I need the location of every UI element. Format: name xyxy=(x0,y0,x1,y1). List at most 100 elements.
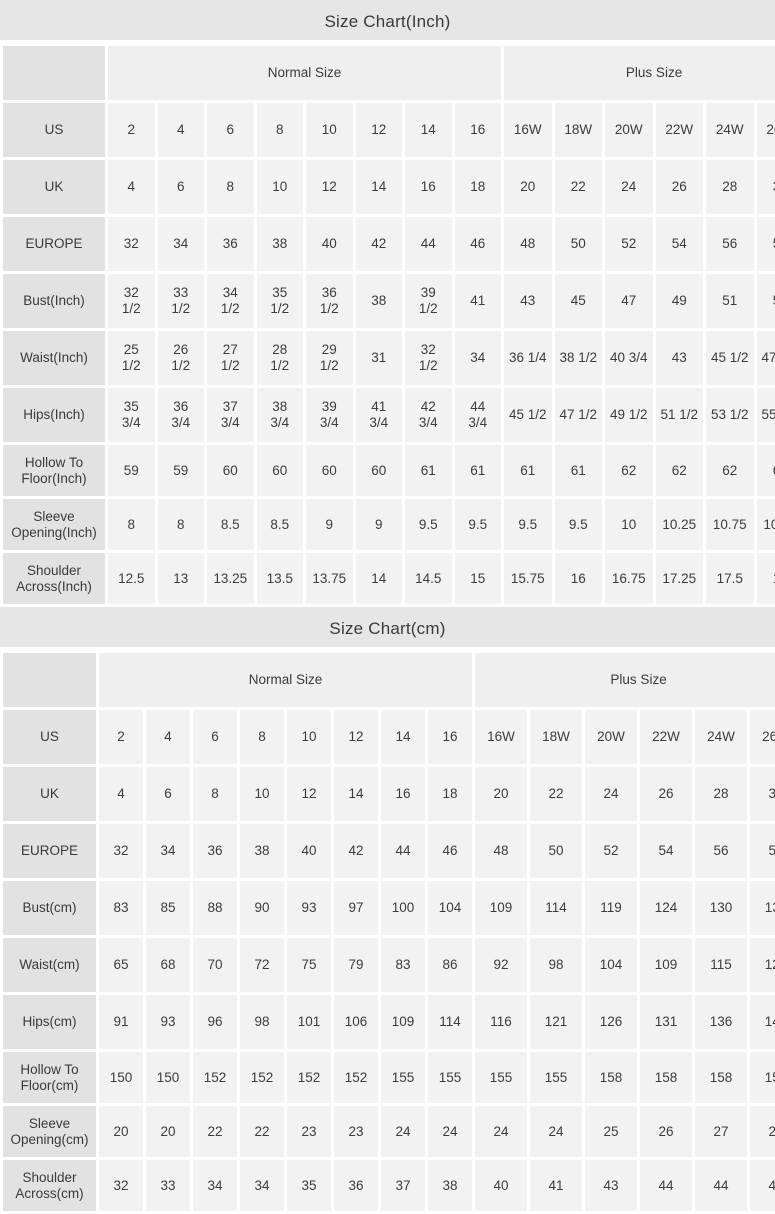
cell: 13.5 xyxy=(256,553,303,604)
table-row: Hollow To Floor(Inch) 59 59 60 60 60 60 61 61 61 61… xyxy=(3,445,775,496)
cell: 88 xyxy=(193,881,237,935)
cell: 34 xyxy=(193,1160,237,1211)
cell: 17.25 xyxy=(655,553,704,604)
cell: 38 xyxy=(240,824,284,878)
cell: 70 xyxy=(193,938,237,992)
cell: 106 xyxy=(334,995,378,1049)
cell: 60 xyxy=(207,445,254,496)
cell: 93 xyxy=(146,995,190,1049)
table-row: EUROPE3234363840424446485052545658 xyxy=(3,217,775,271)
cell: 124 xyxy=(640,881,693,935)
cell: 52 xyxy=(585,824,638,878)
cell: 2 xyxy=(99,710,143,764)
cell: 14 xyxy=(381,710,425,764)
cell: 109 xyxy=(381,995,425,1049)
cell: 39 3/4 xyxy=(306,388,353,442)
cell: 22 xyxy=(554,160,603,214)
cell: 16 xyxy=(428,710,473,764)
cell: 32 1/2 xyxy=(405,331,452,385)
group-header-row-cm: Normal Size Plus Size xyxy=(3,653,775,707)
cell: 121 xyxy=(530,995,583,1049)
cell: 10 xyxy=(256,160,303,214)
cell: 17.5 xyxy=(706,553,754,604)
cell: 61 xyxy=(504,445,552,496)
cell: 60 xyxy=(256,445,303,496)
cell: 35 3/4 xyxy=(108,388,155,442)
cell: 92 xyxy=(475,938,528,992)
cell: 8 xyxy=(256,103,303,157)
row-label-hips-cm: Hips(cm) xyxy=(3,995,96,1049)
cell: 27 xyxy=(750,1106,775,1157)
cell: 75 xyxy=(287,938,331,992)
cell: 26 1/2 xyxy=(157,331,204,385)
cell: 47 1/2 xyxy=(554,388,603,442)
cell: 4 xyxy=(157,103,204,157)
cell: 28 xyxy=(695,767,748,821)
cell: 52 xyxy=(605,217,653,271)
size-table-inch: Normal Size Plus Size US 2 4 6 8 10 12 14 16 16W 1… xyxy=(0,43,775,607)
cell: 13.25 xyxy=(207,553,254,604)
cell: 29 1/2 xyxy=(306,331,353,385)
cell: 158 xyxy=(695,1052,748,1103)
cell: 46 xyxy=(750,1160,775,1211)
cell: 14.5 xyxy=(405,553,452,604)
chart-title-inch: Size Chart(Inch) xyxy=(0,0,775,43)
cell: 9.5 xyxy=(405,499,452,550)
cell: 121 xyxy=(750,938,775,992)
table-row: US24681012141616W18W20W22W24W26W xyxy=(3,710,775,764)
cell: 24 xyxy=(585,767,638,821)
cell: 62 xyxy=(756,445,775,496)
cell: 2 xyxy=(108,103,155,157)
cell: 109 xyxy=(640,938,693,992)
cell: 6 xyxy=(193,710,237,764)
cell: 38 xyxy=(256,217,303,271)
size-chart-cm: Size Chart(cm) Normal Size Plus Size US 2… xyxy=(0,607,775,1214)
cell: 150 xyxy=(146,1052,190,1103)
row-label-shoulder-across-inch: Shoulder Across(Inch) xyxy=(3,553,105,604)
cell: 33 1/2 xyxy=(157,274,204,328)
cell: 42 3/4 xyxy=(405,388,452,442)
row-label-uk: UK xyxy=(3,160,105,214)
cell: 16 xyxy=(554,553,603,604)
group-header-normal-size-inch: Normal Size xyxy=(108,46,502,100)
cell: 100 xyxy=(381,881,425,935)
cell: 101 xyxy=(287,995,331,1049)
table-body-inch: Normal Size Plus Size US 2 4 6 8 10 12 14 16 16W 1… xyxy=(3,46,775,604)
cell: 130 xyxy=(695,881,748,935)
row-label-hips-inch: Hips(Inch) xyxy=(3,388,105,442)
cell: 104 xyxy=(585,938,638,992)
cell: 62 xyxy=(655,445,704,496)
cell: 38 1/2 xyxy=(554,331,603,385)
cell: 32 xyxy=(99,824,143,878)
cell: 6 xyxy=(157,160,204,214)
cell: 24 xyxy=(381,1106,425,1157)
cell: 31 xyxy=(355,331,402,385)
cell: 131 xyxy=(640,995,693,1049)
cell: 40 xyxy=(475,1160,528,1211)
table-row: Shoulder Across(cm) 32 33 34 34 35 36 37 38 40 41 43… xyxy=(3,1160,775,1211)
cell: 8 xyxy=(193,767,237,821)
cell: 43 xyxy=(585,1160,638,1211)
cell: 14 xyxy=(334,767,378,821)
cell: 51 1/2 xyxy=(655,388,704,442)
cell: 34 xyxy=(454,331,502,385)
cell: 28 1/2 xyxy=(256,331,303,385)
cell: 32 xyxy=(99,1160,143,1211)
cell: 10.25 xyxy=(655,499,704,550)
cell: 116 xyxy=(475,995,528,1049)
cell: 68 xyxy=(146,938,190,992)
cell: 18W xyxy=(530,710,583,764)
cell: 109 xyxy=(475,881,528,935)
table-row: Waist(Inch) 25 1/2 26 1/2 27 1/2 28 1/2 29 1/2 31 32… xyxy=(3,331,775,385)
cell: 93 xyxy=(287,881,331,935)
cell: 20 xyxy=(146,1106,190,1157)
cell: 46 xyxy=(454,217,502,271)
cell: 26W xyxy=(756,103,775,157)
cell: 45 xyxy=(554,274,603,328)
cell: 90 xyxy=(240,881,284,935)
cell: 20 xyxy=(475,767,528,821)
cell: 42 xyxy=(355,217,402,271)
cell: 26W xyxy=(750,710,775,764)
cell: 14 xyxy=(405,103,452,157)
cell: 6 xyxy=(146,767,190,821)
